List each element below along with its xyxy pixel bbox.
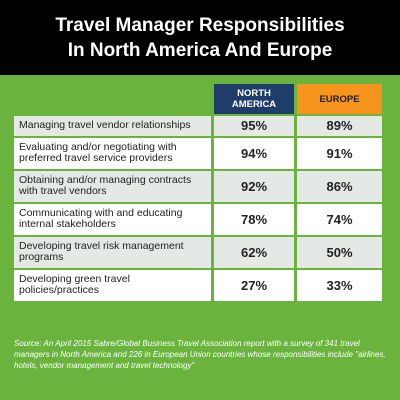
table-row: Obtaining and/or managing contracts with… — [14, 170, 382, 202]
cell-value: 27% — [214, 269, 294, 301]
table-row: Managing travel vendor relationships 95% 8… — [14, 116, 382, 136]
table-head: NORTH AMERICA EUROPE — [14, 84, 382, 114]
empty-header — [14, 84, 211, 114]
row-label: Developing travel risk management progra… — [14, 236, 211, 268]
table-body: Managing travel vendor relationships 95% 8… — [14, 116, 382, 301]
header-row: NORTH AMERICA EUROPE — [14, 84, 382, 114]
table-row: Communicating with and educating interna… — [14, 203, 382, 235]
source-note: Source: An April 2015 Sabre/Global Busin… — [14, 339, 386, 370]
cell-value: 74% — [297, 203, 382, 235]
cell-value: 78% — [214, 203, 294, 235]
column-header: EUROPE — [297, 84, 382, 114]
title: Travel Manager Responsibilities In North… — [55, 14, 345, 61]
row-label: Evaluating and/or negotiating with prefe… — [14, 137, 211, 169]
header-bar: Travel Manager Responsibilities In North… — [0, 0, 400, 75]
row-label: Communicating with and educating interna… — [14, 203, 211, 235]
row-label: Managing travel vendor relationships — [14, 116, 211, 136]
cell-value: 62% — [214, 236, 294, 268]
table-row: Developing travel risk management progra… — [14, 236, 382, 268]
column-header: NORTH AMERICA — [214, 84, 294, 114]
cell-value: 95% — [214, 116, 294, 136]
row-label: Developing green travel policies/practic… — [14, 269, 211, 301]
cell-value: 91% — [297, 137, 382, 169]
table-row: Developing green travel policies/practic… — [14, 269, 382, 301]
cell-value: 92% — [214, 170, 294, 202]
table-row: Evaluating and/or negotiating with prefe… — [14, 137, 382, 169]
row-label: Obtaining and/or managing contracts with… — [14, 170, 211, 202]
cell-value: 50% — [297, 236, 382, 268]
cell-value: 94% — [214, 137, 294, 169]
cell-value: 89% — [297, 116, 382, 136]
cell-value: 33% — [297, 269, 382, 301]
cell-value: 86% — [297, 170, 382, 202]
table: NORTH AMERICA EUROPE Managing travel ven… — [11, 82, 385, 303]
